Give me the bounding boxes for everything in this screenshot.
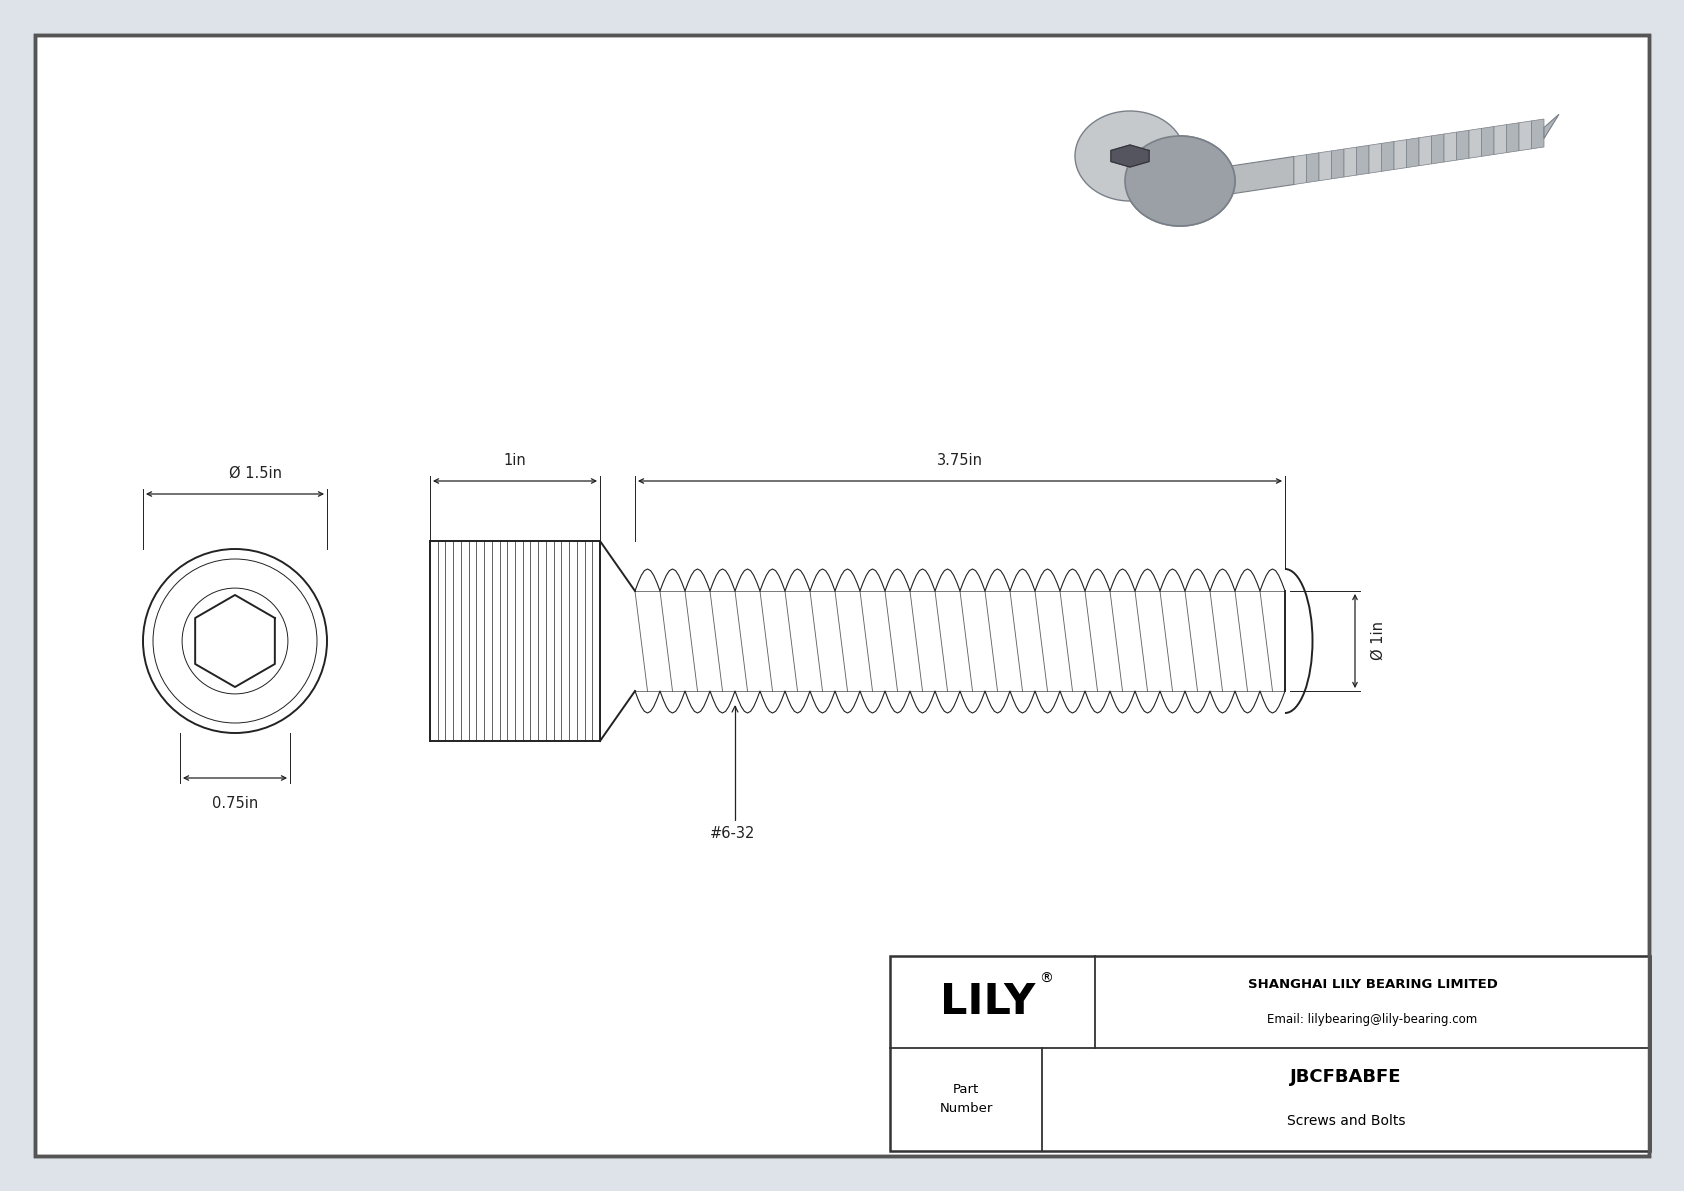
Polygon shape: [1494, 125, 1507, 155]
Polygon shape: [1293, 155, 1307, 185]
Polygon shape: [1507, 123, 1519, 152]
Polygon shape: [1531, 119, 1544, 149]
Polygon shape: [1307, 152, 1319, 182]
Polygon shape: [1381, 142, 1394, 172]
Polygon shape: [1420, 136, 1431, 166]
Text: 3.75in: 3.75in: [936, 453, 983, 468]
Polygon shape: [1344, 148, 1357, 177]
Text: #6-32: #6-32: [711, 706, 756, 841]
Polygon shape: [1482, 126, 1494, 156]
Ellipse shape: [1074, 111, 1186, 201]
Polygon shape: [1519, 120, 1531, 151]
Polygon shape: [1074, 156, 1234, 181]
Polygon shape: [1443, 132, 1457, 162]
Text: JBCFBABFE: JBCFBABFE: [1290, 1068, 1401, 1086]
Polygon shape: [1544, 114, 1559, 138]
Text: Email: lilybearing@lily-bearing.com: Email: lilybearing@lily-bearing.com: [1268, 1014, 1479, 1027]
Text: Ø 1.5in: Ø 1.5in: [229, 466, 281, 481]
Text: ®: ®: [1039, 972, 1054, 986]
Polygon shape: [1319, 151, 1332, 181]
Polygon shape: [1369, 143, 1381, 173]
Polygon shape: [1357, 145, 1369, 175]
Ellipse shape: [1125, 136, 1234, 226]
Polygon shape: [1111, 145, 1148, 167]
Text: Ø 1in: Ø 1in: [1371, 622, 1386, 661]
Polygon shape: [1224, 156, 1293, 195]
Polygon shape: [1468, 129, 1482, 158]
Text: Part
Number: Part Number: [940, 1084, 992, 1115]
Ellipse shape: [1125, 136, 1234, 226]
Bar: [891, 956, 1650, 1151]
Text: LILY: LILY: [940, 981, 1036, 1023]
Text: 0.75in: 0.75in: [212, 796, 258, 811]
Text: 1in: 1in: [504, 453, 527, 468]
Text: SHANGHAI LILY BEARING LIMITED: SHANGHAI LILY BEARING LIMITED: [1248, 978, 1497, 991]
Polygon shape: [1431, 135, 1443, 164]
Polygon shape: [1406, 138, 1420, 168]
Text: Screws and Bolts: Screws and Bolts: [1287, 1115, 1404, 1128]
Polygon shape: [1457, 130, 1468, 160]
Polygon shape: [1332, 149, 1344, 179]
Polygon shape: [1394, 139, 1406, 169]
